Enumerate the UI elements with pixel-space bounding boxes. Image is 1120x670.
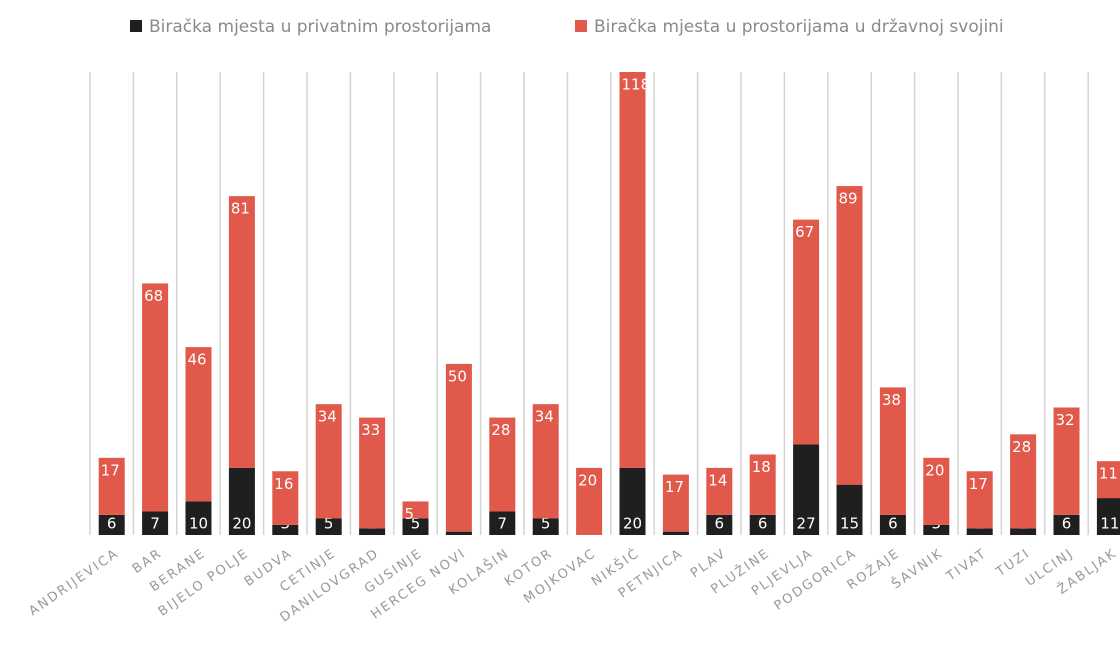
bar-segment [359,417,386,529]
value-label: 28 [1012,438,1031,456]
bar-segment [445,531,472,535]
bar-segment [793,444,820,535]
bar-segment [749,514,776,535]
bar-segment [1053,514,1080,535]
value-label: 15 [840,515,859,533]
value-label: 7 [150,515,160,533]
bar-segment [706,514,733,535]
bar-segment [402,518,429,535]
value-label: 17 [665,478,684,496]
value-label: 5 [411,515,421,533]
bar-segment [315,518,342,535]
value-label: 6 [107,515,117,533]
value-label: 5 [324,515,334,533]
value-label: 6 [758,515,768,533]
value-label: 6 [715,515,725,533]
value-label: 17 [101,461,120,479]
bar-segment [1010,528,1037,535]
bar-segment [966,471,993,529]
bar-segment [272,524,299,535]
value-label: 11 [1100,515,1119,533]
x-tick-label: BAR [130,546,166,577]
bar-segment [185,347,212,502]
value-label: 20 [623,515,642,533]
legend-swatch [575,20,587,32]
value-label: 34 [318,408,337,426]
bar-segment [966,528,993,535]
legend-swatch [130,20,142,32]
value-label: 11 [1099,465,1118,483]
value-label: 5 [541,515,551,533]
value-label: 7 [498,515,508,533]
bar-segment [662,474,689,532]
x-tick-label: ANDRIJEVICA [26,546,122,619]
bar-segment [879,387,906,515]
value-label: 5 [405,505,415,523]
value-label: 50 [448,367,467,385]
bar-segment [749,454,776,515]
value-label: 6 [888,515,898,533]
x-tick-label: TIVAT [943,546,990,585]
bar-segment [879,514,906,535]
bar-segment [923,457,950,525]
value-label: 20 [925,461,944,479]
bar-segment [1010,434,1037,529]
bar-segment [228,196,255,468]
bar-segment [228,467,255,535]
value-label: 14 [708,471,727,489]
value-label: 28 [491,421,510,439]
value-label: 89 [839,190,858,208]
bar-segment [98,457,125,515]
bar-segment [1096,461,1120,499]
bar-segment [1096,498,1120,535]
bar-segment [272,471,299,525]
legend-label: Biračka mjesta u prostorijama u državnoj… [594,17,1004,37]
value-label: 16 [274,475,293,493]
bar-segment [445,363,472,532]
value-label: 10 [189,515,208,533]
value-label: 32 [1056,411,1075,429]
value-label: 17 [969,475,988,493]
value-label: 68 [144,287,163,305]
value-label: 18 [752,458,771,476]
bar-segment [142,283,169,512]
bar-segment [1053,407,1080,515]
value-label: 118 [622,76,651,94]
value-label: 81 [231,200,250,218]
bar-segment [662,531,689,535]
bar-segment [619,467,646,535]
bar-segment [576,467,603,535]
value-label: 46 [188,351,207,369]
bar-segment [836,186,863,485]
bar-segment [489,511,516,535]
value-label: 33 [361,421,380,439]
bar-segment [142,511,169,535]
bar-segment [185,501,212,535]
value-label: 6 [1062,515,1072,533]
value-label: 20 [232,515,251,533]
value-label: 38 [882,391,901,409]
legend-label: Biračka mjesta u privatnim prostorijama [149,17,491,37]
bar-segment [98,514,125,535]
bar-segment [489,417,516,512]
bar-segment [532,404,559,519]
bar-segment [402,501,429,519]
bar-segment [315,404,342,519]
bar-segment [532,518,559,535]
bar-segment [923,524,950,535]
bar-segment [706,467,733,515]
bar-segment [359,528,386,535]
value-label: 67 [795,223,814,241]
value-label: 27 [797,515,816,533]
value-label: 34 [535,408,554,426]
value-label: 20 [578,471,597,489]
bar-segment [836,484,863,535]
bar-segment [619,72,646,468]
bar-segment [793,219,820,445]
